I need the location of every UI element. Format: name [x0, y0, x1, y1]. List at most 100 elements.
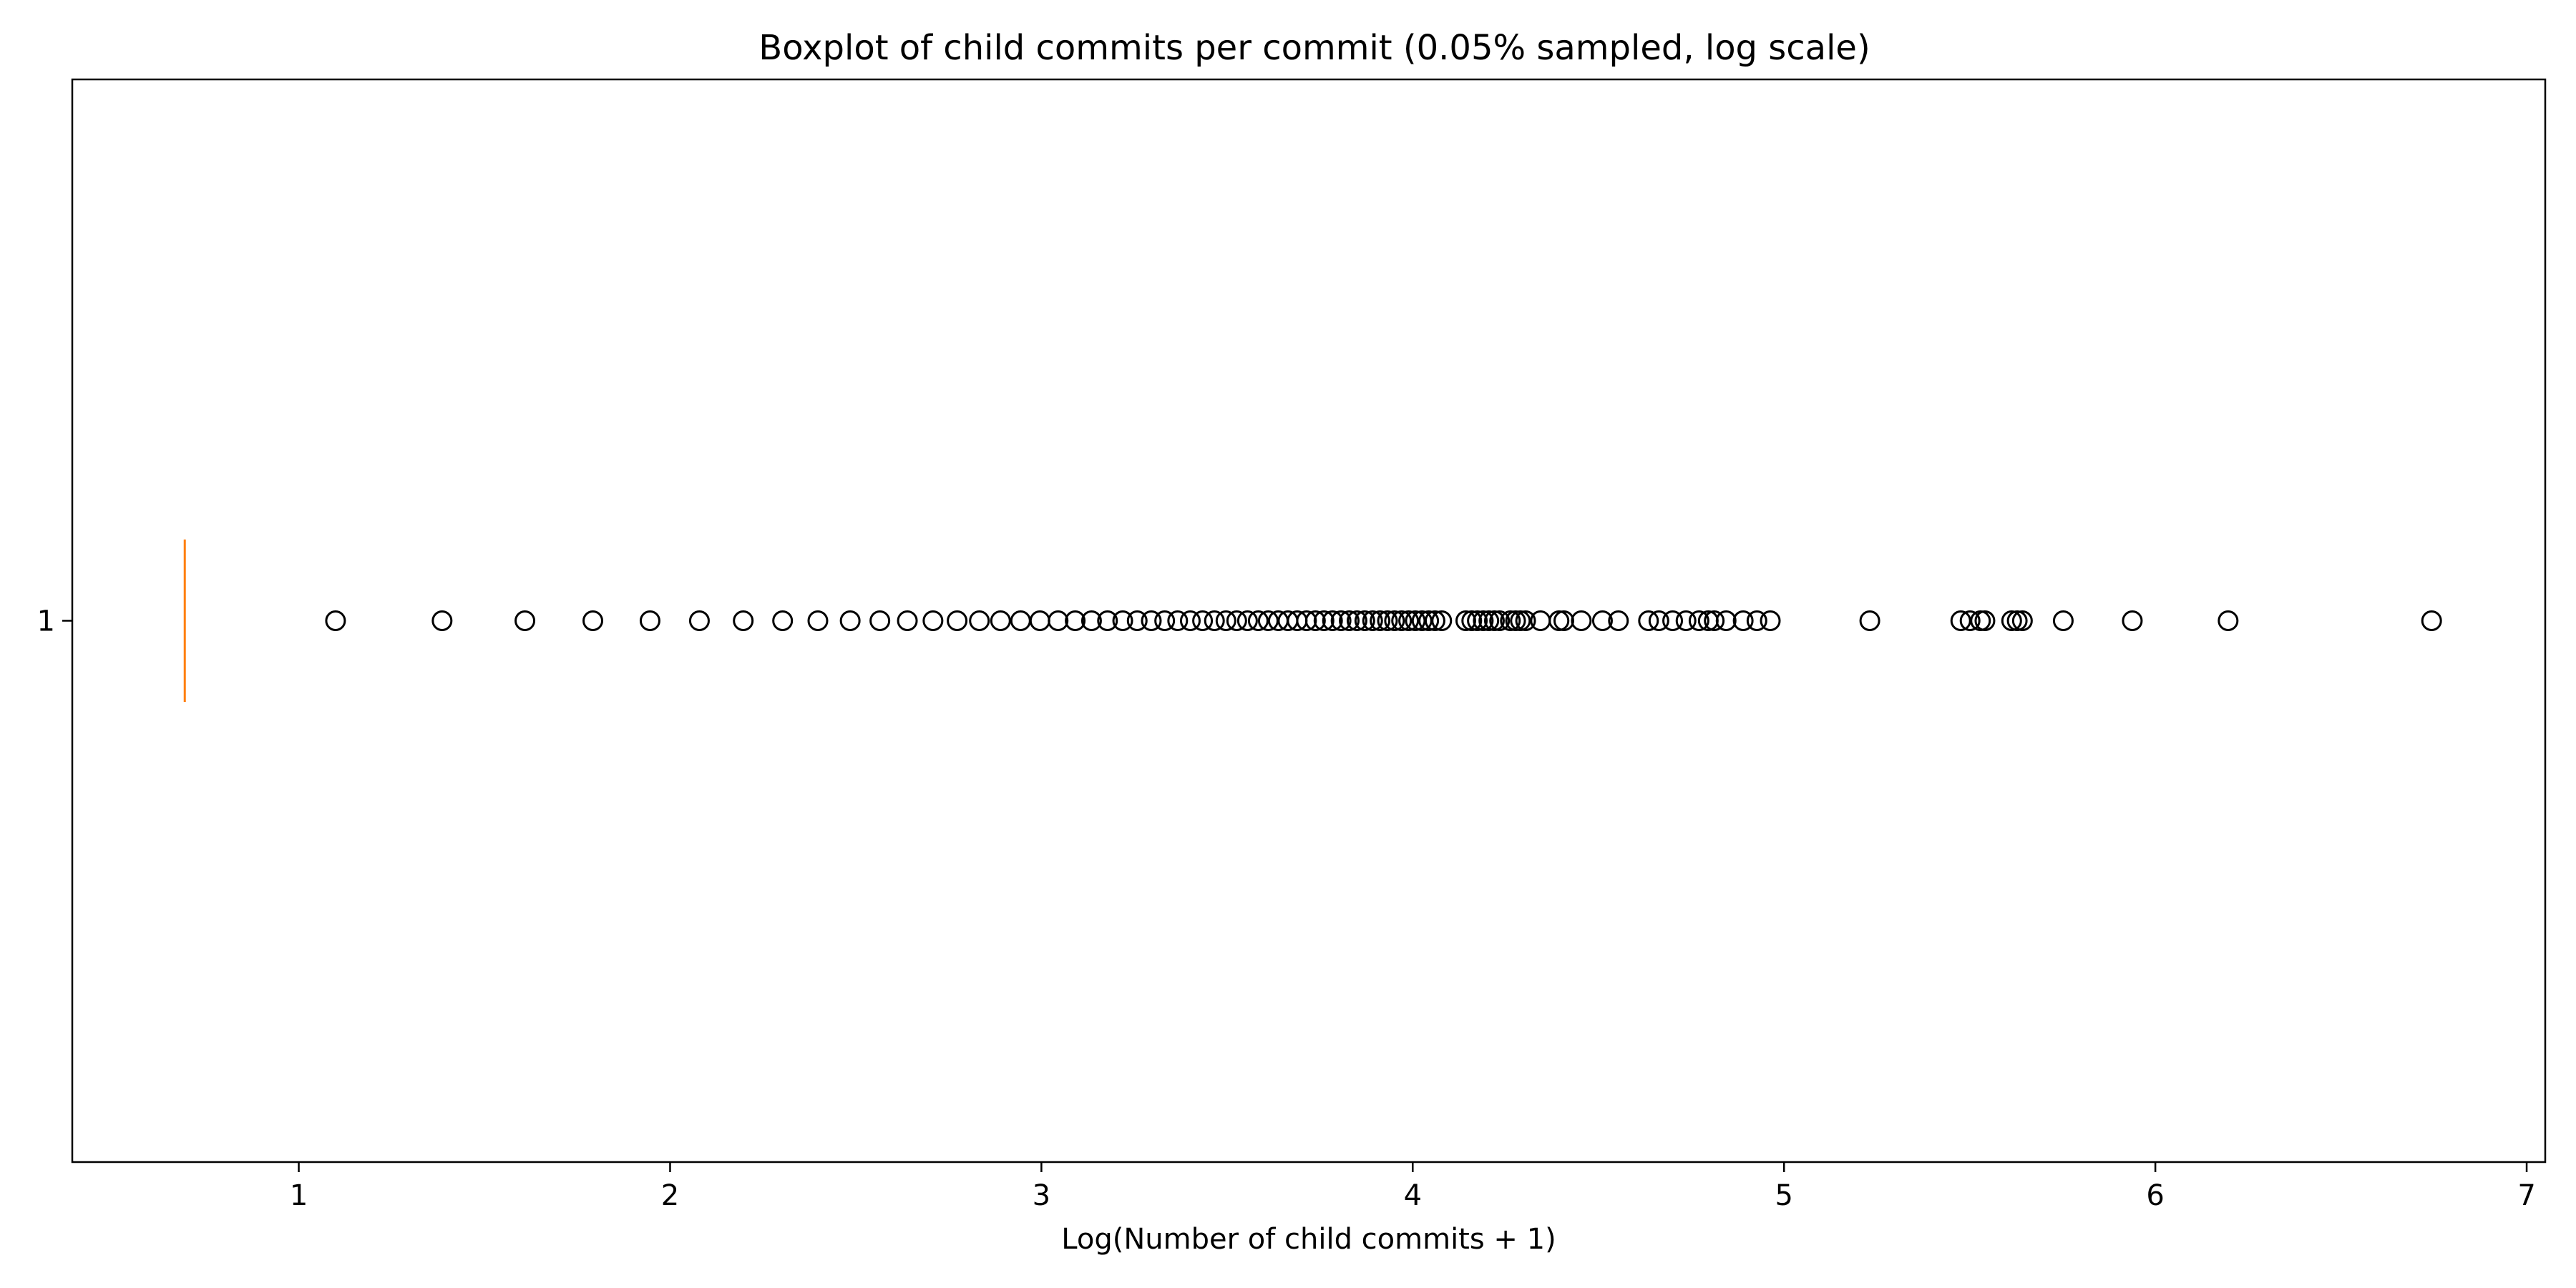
outlier-point — [839, 610, 861, 631]
outlier-point — [1859, 610, 1880, 631]
outlier-point — [1192, 610, 1214, 631]
outlier-point — [1974, 610, 1996, 631]
outlier-point — [1384, 610, 1405, 631]
outlier-point — [2122, 610, 2143, 631]
outlier-point — [1500, 610, 1521, 631]
x-tick-label: 5 — [1775, 1179, 1792, 1212]
outlier-point — [1760, 610, 1781, 631]
outlier-point — [1510, 610, 1531, 631]
x-tick-label: 7 — [2517, 1179, 2535, 1212]
outlier-point — [1257, 610, 1279, 631]
outlier-point — [2218, 610, 2239, 631]
outlier-point — [1179, 610, 1201, 631]
outlier-point — [1715, 610, 1737, 631]
outlier-point — [1489, 610, 1511, 631]
outlier-point — [1505, 610, 1526, 631]
outlier-point — [1296, 610, 1317, 631]
outlier-point — [1112, 610, 1133, 631]
outlier-point — [1418, 610, 1440, 631]
outlier-point — [1370, 610, 1391, 631]
outlier-point — [1126, 610, 1148, 631]
outlier-point — [1950, 610, 1971, 631]
outlier-point — [1339, 610, 1360, 631]
x-tick-label: 4 — [1404, 1179, 1422, 1212]
outlier-point — [1204, 610, 1225, 631]
outlier-point — [807, 610, 829, 631]
outlier-point — [1431, 610, 1453, 631]
outlier-point — [1571, 610, 1592, 631]
outlier-point — [1746, 610, 1767, 631]
y-tick-label: 1 — [37, 605, 55, 638]
outlier-point — [1467, 610, 1488, 631]
outlier-point — [639, 610, 660, 631]
outlier-point — [1638, 610, 1659, 631]
outlier-point — [1732, 610, 1754, 631]
y-axis: 1 — [37, 605, 72, 638]
x-tick-label: 2 — [661, 1179, 679, 1212]
x-tick-label: 6 — [2146, 1179, 2164, 1212]
outlier-point — [1411, 610, 1433, 631]
outlier-point — [431, 610, 453, 631]
outlier-point — [1247, 610, 1269, 631]
outlier-point — [1478, 610, 1500, 631]
outlier-point — [1313, 610, 1335, 631]
outlier-point — [1483, 610, 1505, 631]
outlier-point — [1215, 610, 1236, 631]
outlier-point — [1354, 610, 1375, 631]
outlier-point — [1688, 610, 1709, 631]
outlier-point — [772, 610, 794, 631]
plot-area — [183, 540, 2442, 702]
x-axis-label: Log(Number of child commits + 1) — [1061, 1223, 1556, 1256]
outlier-point — [1553, 610, 1574, 631]
outlier-point — [897, 610, 918, 631]
outlier-point — [1591, 610, 1613, 631]
outlier-point — [1141, 610, 1162, 631]
outlier-point — [1304, 610, 1326, 631]
outlier-point — [1662, 610, 1684, 631]
outlier-point — [1080, 610, 1102, 631]
outlier-point — [990, 610, 1011, 631]
outlier-point — [2421, 610, 2442, 631]
outlier-point — [2011, 610, 2033, 631]
outlier-point — [1548, 610, 1570, 631]
outlier-point — [1455, 610, 1477, 631]
outlier-point — [733, 610, 754, 631]
outlier-point — [688, 610, 710, 631]
outlier-point — [2006, 610, 2028, 631]
outlier-point — [2052, 610, 2074, 631]
outlier-point — [325, 610, 346, 631]
outlier-point — [922, 610, 944, 631]
outlier-point — [1346, 610, 1367, 631]
outlier-point — [1424, 610, 1445, 631]
outlier-point — [1405, 610, 1426, 631]
outlier-point — [1377, 610, 1398, 631]
outlier-point — [1608, 610, 1629, 631]
outlier-point — [1167, 610, 1189, 631]
outlier-point — [582, 610, 604, 631]
outlier-point — [1048, 610, 1069, 631]
outlier-point — [1959, 610, 1981, 631]
outlier-point — [1226, 610, 1247, 631]
outlier-point — [1675, 610, 1697, 631]
x-tick-label: 3 — [1033, 1179, 1050, 1212]
outlier-point — [1648, 610, 1669, 631]
outlier-point — [1322, 610, 1343, 631]
outlier-point — [1362, 610, 1383, 631]
outlier-point — [1461, 610, 1483, 631]
outlier-point — [1398, 610, 1420, 631]
outlier-point — [1515, 610, 1536, 631]
outlier-point — [1704, 610, 1725, 631]
outlier-point — [2001, 610, 2022, 631]
chart-title: Boxplot of child commits per commit (0.0… — [758, 28, 1870, 68]
outlier-point — [1065, 610, 1086, 631]
outlier-point — [1154, 610, 1176, 631]
outlier-point — [869, 610, 891, 631]
outlier-point — [1391, 610, 1413, 631]
x-axis: 1 2 3 4 5 6 7 — [290, 1162, 2536, 1212]
outlier-point — [1330, 610, 1352, 631]
x-tick-label: 1 — [290, 1179, 308, 1212]
outlier-point — [947, 610, 968, 631]
outlier-point — [969, 610, 990, 631]
